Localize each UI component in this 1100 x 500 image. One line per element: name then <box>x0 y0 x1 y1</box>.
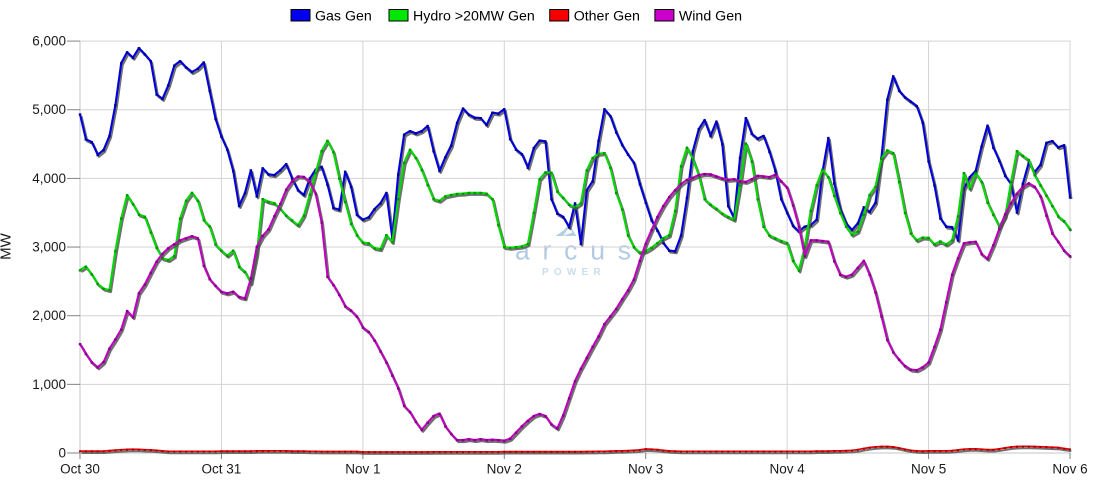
svg-text:Nov 1: Nov 1 <box>345 462 380 477</box>
svg-text:Gas Gen: Gas Gen <box>315 9 372 25</box>
svg-text:Oct 30: Oct 30 <box>60 462 100 477</box>
svg-text:1,000: 1,000 <box>32 377 66 392</box>
svg-text:Oct 31: Oct 31 <box>202 462 242 477</box>
svg-text:Other Gen: Other Gen <box>574 9 640 25</box>
svg-text:5,000: 5,000 <box>32 102 66 117</box>
svg-text:Nov 5: Nov 5 <box>911 462 946 477</box>
svg-text:Nov 6: Nov 6 <box>1052 462 1087 477</box>
svg-text:4,000: 4,000 <box>32 171 66 186</box>
svg-text:Nov 2: Nov 2 <box>487 462 522 477</box>
svg-text:Hydro >20MW Gen: Hydro >20MW Gen <box>413 9 535 25</box>
svg-text:6,000: 6,000 <box>32 34 66 49</box>
svg-text:Nov 4: Nov 4 <box>769 462 805 477</box>
svg-text:Nov 3: Nov 3 <box>628 462 663 477</box>
svg-text:2,000: 2,000 <box>32 308 66 323</box>
svg-text:MW: MW <box>0 232 15 259</box>
svg-text:POWER: POWER <box>542 267 606 278</box>
svg-text:3,000: 3,000 <box>32 240 66 255</box>
svg-text:0: 0 <box>58 446 66 461</box>
svg-text:Wind Gen: Wind Gen <box>679 9 742 25</box>
svg-text:arcus: arcus <box>515 236 644 266</box>
